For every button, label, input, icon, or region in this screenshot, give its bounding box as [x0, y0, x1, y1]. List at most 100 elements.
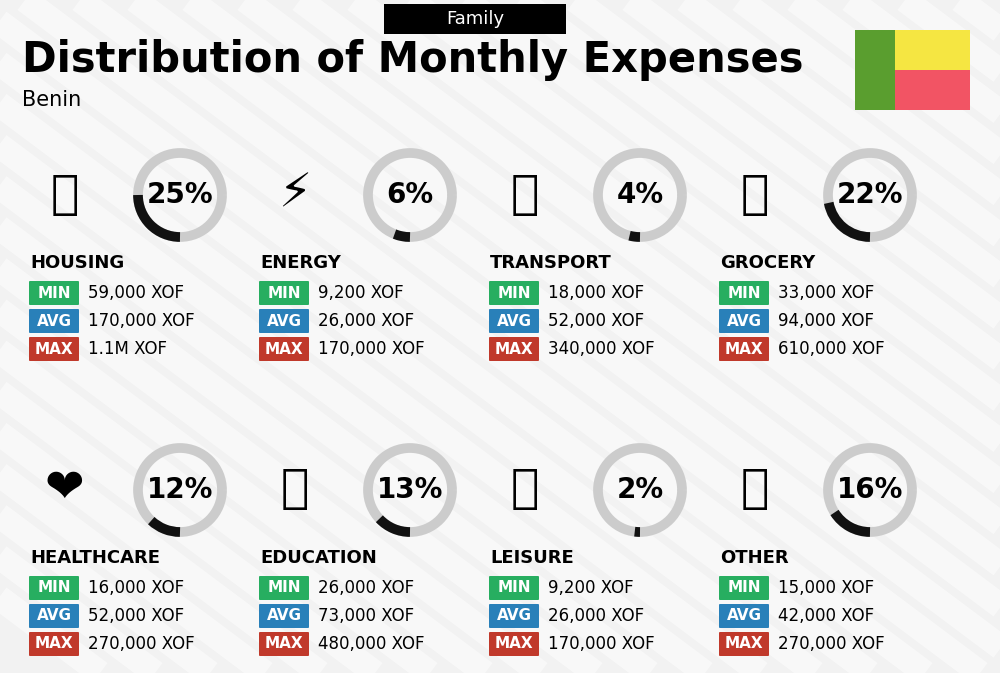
Text: 170,000 XOF: 170,000 XOF: [548, 635, 655, 653]
Text: MIN: MIN: [267, 285, 301, 301]
FancyBboxPatch shape: [259, 576, 309, 600]
Text: 170,000 XOF: 170,000 XOF: [88, 312, 195, 330]
FancyBboxPatch shape: [489, 281, 539, 305]
Text: AVG: AVG: [726, 608, 762, 623]
Text: MIN: MIN: [267, 581, 301, 596]
Text: 94,000 XOF: 94,000 XOF: [778, 312, 874, 330]
Text: 480,000 XOF: 480,000 XOF: [318, 635, 424, 653]
FancyBboxPatch shape: [489, 337, 539, 361]
Text: 🎓: 🎓: [281, 468, 309, 513]
Text: OTHER: OTHER: [720, 549, 789, 567]
FancyBboxPatch shape: [384, 4, 566, 34]
Text: AVG: AVG: [266, 608, 302, 623]
Text: 13%: 13%: [377, 476, 443, 504]
FancyBboxPatch shape: [259, 337, 309, 361]
FancyBboxPatch shape: [489, 576, 539, 600]
FancyBboxPatch shape: [895, 70, 970, 110]
FancyBboxPatch shape: [719, 632, 769, 656]
Text: MIN: MIN: [497, 285, 531, 301]
Text: AVG: AVG: [496, 608, 532, 623]
Text: 🏢: 🏢: [51, 172, 79, 217]
Text: MAX: MAX: [35, 637, 73, 651]
FancyBboxPatch shape: [895, 30, 970, 70]
Text: ❤️: ❤️: [45, 468, 85, 513]
Text: LEISURE: LEISURE: [490, 549, 574, 567]
FancyBboxPatch shape: [259, 309, 309, 333]
Text: ENERGY: ENERGY: [260, 254, 341, 272]
Text: 🚌: 🚌: [511, 172, 539, 217]
Text: 52,000 XOF: 52,000 XOF: [548, 312, 644, 330]
Text: ⚡: ⚡: [278, 172, 312, 217]
Text: MAX: MAX: [265, 637, 303, 651]
Text: HOUSING: HOUSING: [30, 254, 124, 272]
Text: 4%: 4%: [616, 181, 664, 209]
Text: 💰: 💰: [741, 468, 769, 513]
Text: 6%: 6%: [386, 181, 434, 209]
Text: MIN: MIN: [37, 285, 71, 301]
Text: 🛒: 🛒: [741, 172, 769, 217]
Text: 22%: 22%: [837, 181, 903, 209]
Text: MAX: MAX: [265, 341, 303, 357]
Text: 52,000 XOF: 52,000 XOF: [88, 607, 184, 625]
Text: 25%: 25%: [147, 181, 213, 209]
Text: 12%: 12%: [147, 476, 213, 504]
Text: HEALTHCARE: HEALTHCARE: [30, 549, 160, 567]
Text: AVG: AVG: [266, 314, 302, 328]
FancyBboxPatch shape: [489, 604, 539, 628]
Text: EDUCATION: EDUCATION: [260, 549, 377, 567]
Text: MIN: MIN: [727, 581, 761, 596]
FancyBboxPatch shape: [259, 604, 309, 628]
Text: 9,200 XOF: 9,200 XOF: [318, 284, 404, 302]
Text: 🛍️: 🛍️: [511, 468, 539, 513]
FancyBboxPatch shape: [29, 309, 79, 333]
Text: MAX: MAX: [725, 637, 763, 651]
Text: 26,000 XOF: 26,000 XOF: [548, 607, 644, 625]
FancyBboxPatch shape: [489, 309, 539, 333]
Text: 16,000 XOF: 16,000 XOF: [88, 579, 184, 597]
Text: 15,000 XOF: 15,000 XOF: [778, 579, 874, 597]
Text: AVG: AVG: [36, 608, 72, 623]
Text: AVG: AVG: [496, 314, 532, 328]
Text: 59,000 XOF: 59,000 XOF: [88, 284, 184, 302]
Text: MIN: MIN: [37, 581, 71, 596]
Text: 1.1M XOF: 1.1M XOF: [88, 340, 167, 358]
Text: 2%: 2%: [616, 476, 664, 504]
Text: MAX: MAX: [725, 341, 763, 357]
Text: 16%: 16%: [837, 476, 903, 504]
Text: 18,000 XOF: 18,000 XOF: [548, 284, 644, 302]
Text: TRANSPORT: TRANSPORT: [490, 254, 612, 272]
FancyBboxPatch shape: [29, 576, 79, 600]
Text: 33,000 XOF: 33,000 XOF: [778, 284, 874, 302]
Text: 26,000 XOF: 26,000 XOF: [318, 579, 414, 597]
FancyBboxPatch shape: [29, 281, 79, 305]
Text: 9,200 XOF: 9,200 XOF: [548, 579, 634, 597]
Text: MIN: MIN: [727, 285, 761, 301]
FancyBboxPatch shape: [259, 281, 309, 305]
FancyBboxPatch shape: [719, 281, 769, 305]
Text: Family: Family: [446, 10, 504, 28]
Text: 270,000 XOF: 270,000 XOF: [88, 635, 195, 653]
Text: Distribution of Monthly Expenses: Distribution of Monthly Expenses: [22, 39, 804, 81]
Text: MIN: MIN: [497, 581, 531, 596]
Text: 170,000 XOF: 170,000 XOF: [318, 340, 425, 358]
FancyBboxPatch shape: [719, 576, 769, 600]
Text: AVG: AVG: [36, 314, 72, 328]
Text: AVG: AVG: [726, 314, 762, 328]
Text: 26,000 XOF: 26,000 XOF: [318, 312, 414, 330]
FancyBboxPatch shape: [719, 309, 769, 333]
Text: MAX: MAX: [35, 341, 73, 357]
FancyBboxPatch shape: [719, 337, 769, 361]
FancyBboxPatch shape: [259, 632, 309, 656]
FancyBboxPatch shape: [29, 632, 79, 656]
Text: Benin: Benin: [22, 90, 81, 110]
FancyBboxPatch shape: [855, 30, 895, 110]
FancyBboxPatch shape: [29, 337, 79, 361]
FancyBboxPatch shape: [489, 632, 539, 656]
Text: 340,000 XOF: 340,000 XOF: [548, 340, 655, 358]
Text: MAX: MAX: [495, 637, 533, 651]
Text: 270,000 XOF: 270,000 XOF: [778, 635, 885, 653]
Text: 610,000 XOF: 610,000 XOF: [778, 340, 885, 358]
FancyBboxPatch shape: [719, 604, 769, 628]
Text: GROCERY: GROCERY: [720, 254, 815, 272]
Text: 42,000 XOF: 42,000 XOF: [778, 607, 874, 625]
